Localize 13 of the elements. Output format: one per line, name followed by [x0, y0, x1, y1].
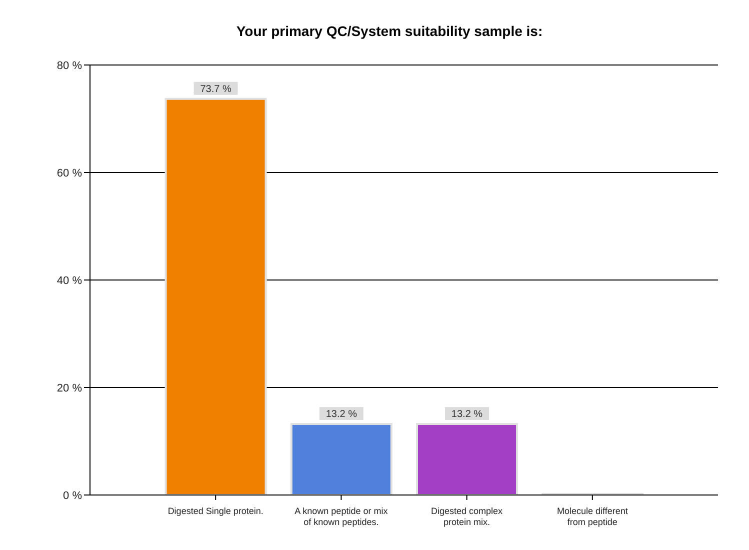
- data-label: 73.7 %: [200, 84, 232, 95]
- x-tick-label: Digested Single protein.: [168, 506, 264, 516]
- x-tick-label: A known peptide or mix of known peptides.: [294, 506, 388, 527]
- y-tick-label: 80 %: [56, 60, 82, 72]
- y-tick-label: 20 %: [56, 382, 82, 394]
- y-tick-label: 60 %: [56, 167, 82, 180]
- chart-title: Your primary QC/System suitability sample is:: [235, 23, 544, 39]
- y-tick-label: 0 %: [63, 490, 82, 502]
- data-label: 13.2 %: [326, 409, 358, 420]
- x-tick-label: Molecule different from peptide: [556, 506, 628, 527]
- y-tick-label: 40 %: [56, 274, 82, 287]
- x-tick-label: Digested complex protein mix.: [431, 506, 504, 527]
- data-label: 13.2 %: [451, 409, 483, 420]
